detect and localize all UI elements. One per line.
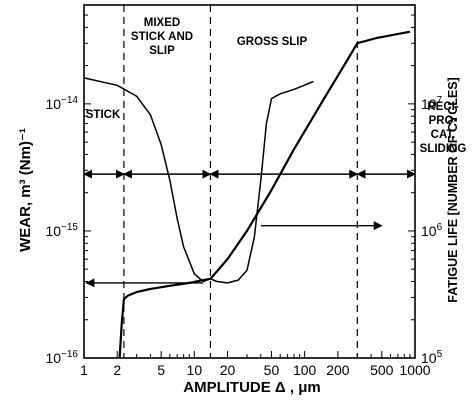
x-tick-label: 50 [264, 362, 280, 378]
x-axis-ticks: 1 2 5 10 20 50 100 200 500 1000 [80, 351, 431, 378]
x-tick-label: 20 [220, 362, 236, 378]
right-axis-title: FATIGUE LIFE [NUMBER OF CYCLES] [446, 77, 460, 302]
series-line [118, 30, 411, 359]
x-tick-label: 500 [370, 362, 394, 378]
x-tick-label: 1 [80, 362, 88, 378]
region-label: MIXED STICK AND SLIP [131, 17, 193, 57]
series-line [83, 77, 314, 284]
region-label: STICK [86, 109, 121, 121]
right-y-tick-label: 105 [421, 349, 443, 366]
region-boundaries [123, 5, 358, 358]
x-tick-label: 5 [157, 362, 165, 378]
x-tick-label: 200 [326, 362, 350, 378]
x-tick-label: 10 [187, 362, 203, 378]
left-y-tick-label: 10−15 [45, 222, 78, 239]
x-axis-title: AMPLITUDE Δ , μm [183, 379, 320, 396]
right-axis-ticks: 105 106 107 [408, 4, 443, 366]
x-tick-label: 1000 [399, 362, 430, 378]
region-labels: STICK MIXED STICK AND SLIP GROSS SLIP RECI-PR… [86, 17, 467, 155]
right-y-tick-label: 107 [421, 95, 443, 112]
region-label: GROSS SLIP [237, 36, 308, 48]
right-y-tick-label: 106 [421, 222, 443, 239]
arrow-annotations [83, 169, 416, 288]
x-tick-label: 100 [293, 362, 317, 378]
left-y-tick-label: 10−16 [45, 349, 78, 366]
data-series [83, 30, 411, 359]
left-y-tick-label: 10−14 [45, 95, 78, 112]
plot-frame [83, 4, 416, 359]
left-axis-title: WEAR, m³ (Nm)⁻¹ [17, 128, 34, 252]
region-label: RECI-PRO-CAT. SLIDING [420, 101, 467, 155]
left-axis-ticks: 10−16 10−15 10−14 [45, 4, 91, 366]
x-tick-label: 2 [113, 362, 121, 378]
